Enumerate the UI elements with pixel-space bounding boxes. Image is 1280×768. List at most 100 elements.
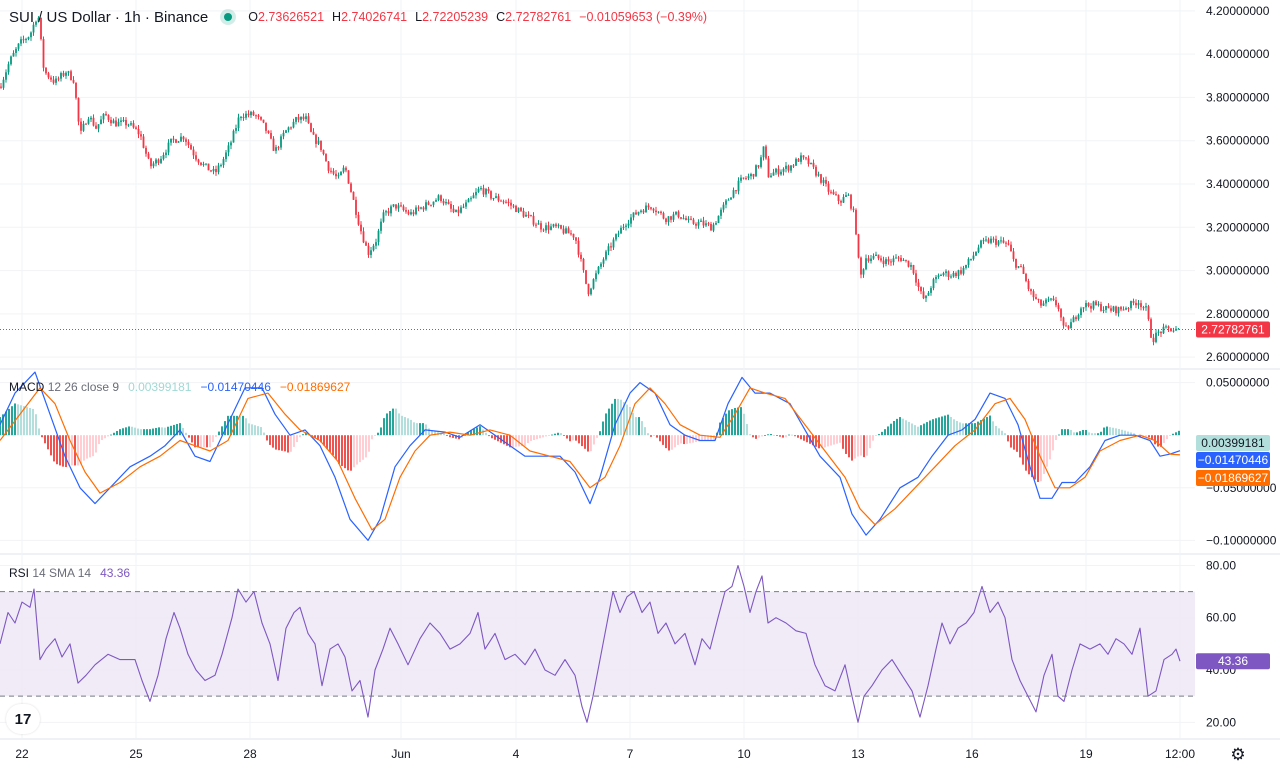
candle-body bbox=[942, 273, 945, 275]
macd-histogram-bar bbox=[1079, 431, 1081, 436]
macd-histogram-bar bbox=[386, 413, 388, 436]
candle-body bbox=[1165, 326, 1167, 328]
candle-body bbox=[847, 194, 850, 196]
macd-histogram-bar bbox=[149, 429, 151, 436]
candle-body bbox=[915, 273, 917, 283]
candle-body bbox=[745, 178, 747, 180]
macd-histogram-bar bbox=[923, 423, 925, 436]
macd-histogram-bar bbox=[1076, 432, 1078, 436]
candle-body bbox=[987, 239, 990, 243]
candle-body bbox=[367, 245, 370, 255]
candle-body bbox=[772, 172, 775, 176]
macd-histogram-bar bbox=[254, 425, 256, 436]
candle-body bbox=[390, 206, 392, 214]
macd-histogram-bar bbox=[122, 428, 124, 436]
macd-histogram-bar bbox=[17, 404, 19, 436]
candle-body bbox=[215, 168, 217, 173]
candle-body bbox=[1117, 307, 1120, 314]
candle-body bbox=[112, 120, 115, 124]
macd-histogram-bar bbox=[455, 435, 457, 439]
macd-histogram-bar bbox=[377, 432, 379, 436]
candle-body bbox=[795, 158, 797, 166]
macd-histogram-bar bbox=[623, 402, 625, 436]
candle-body bbox=[462, 206, 465, 208]
candle-body bbox=[30, 32, 32, 38]
candle-body bbox=[635, 212, 637, 215]
candle-body bbox=[180, 136, 182, 142]
candle-body bbox=[490, 191, 492, 199]
macd-legend[interactable]: MACD 12 26 close 9 0.00399181 −0.0147044… bbox=[9, 380, 350, 394]
candle-body bbox=[95, 125, 97, 129]
macd-histogram-bar bbox=[53, 435, 55, 462]
macd-histogram-bar bbox=[944, 415, 946, 436]
macd-histogram-bar bbox=[428, 428, 430, 436]
candle-body bbox=[200, 162, 202, 165]
tradingview-logo-icon[interactable]: 17 bbox=[6, 704, 40, 734]
candle-body bbox=[7, 64, 10, 73]
candle-body bbox=[1017, 266, 1020, 268]
macd-histogram-bar bbox=[791, 434, 793, 436]
candle-body bbox=[240, 116, 242, 118]
macd-histogram-bar bbox=[1013, 435, 1015, 450]
rsi-value: 43.36 bbox=[100, 566, 131, 580]
candle-body bbox=[72, 80, 75, 83]
candle-body bbox=[1135, 302, 1137, 306]
candle-body bbox=[427, 202, 430, 205]
gear-icon[interactable]: ⚙ bbox=[1230, 745, 1246, 764]
macd-histogram-bar bbox=[260, 427, 262, 436]
macd-histogram-bar bbox=[986, 417, 988, 436]
candle-body bbox=[57, 78, 60, 80]
symbol-title[interactable]: SUI / US Dollar · 1h · Binance bbox=[9, 8, 209, 26]
macd-histogram-bar bbox=[707, 435, 709, 441]
macd-histogram-bar bbox=[152, 428, 154, 436]
candle-body bbox=[502, 201, 505, 203]
macd-histogram-bar bbox=[929, 420, 931, 436]
macd-histogram-bar bbox=[545, 435, 547, 437]
candle-body bbox=[40, 17, 42, 40]
candle-body bbox=[435, 200, 437, 202]
candle-body bbox=[317, 140, 320, 144]
time-tick-label: 10 bbox=[737, 747, 751, 761]
candle-body bbox=[1050, 298, 1052, 300]
candle-body bbox=[432, 201, 435, 205]
candle-body bbox=[1035, 297, 1037, 299]
candle-body bbox=[372, 245, 375, 251]
time-tick-label: 28 bbox=[243, 747, 257, 761]
macd-histogram-bar bbox=[71, 435, 73, 466]
macd-histogram-bar bbox=[338, 435, 340, 464]
candle-body bbox=[475, 191, 477, 196]
candle-body bbox=[760, 157, 762, 167]
macd-histogram-bar bbox=[443, 433, 445, 436]
candle-body bbox=[220, 165, 222, 167]
macd-histogram-bar bbox=[956, 421, 958, 436]
candle-body bbox=[610, 246, 612, 248]
macd-histogram-bar bbox=[890, 423, 892, 436]
candle-body bbox=[597, 266, 600, 274]
candle-body bbox=[440, 195, 442, 202]
candle-body bbox=[1040, 299, 1042, 306]
candle-body bbox=[785, 165, 787, 169]
candle-body bbox=[765, 146, 767, 159]
candle-body bbox=[265, 122, 267, 131]
macd-histogram-bar bbox=[128, 426, 130, 436]
candle-body bbox=[397, 205, 400, 209]
macd-histogram-bar bbox=[1046, 435, 1048, 467]
macd-histogram-bar bbox=[587, 435, 589, 452]
candle-body bbox=[172, 138, 175, 140]
candle-body bbox=[1087, 302, 1090, 307]
macd-histogram-bar bbox=[281, 435, 283, 451]
macd-histogram-bar bbox=[536, 435, 538, 440]
candle-body bbox=[862, 269, 865, 275]
macd-histogram-bar bbox=[794, 435, 796, 437]
rsi-legend[interactable]: RSI 14 SMA 14 43.36 bbox=[9, 566, 130, 580]
macd-histogram-bar bbox=[272, 435, 274, 448]
macd-histogram-bar bbox=[533, 435, 535, 441]
macd-histogram-bar bbox=[392, 408, 394, 436]
macd-histogram-bar bbox=[902, 418, 904, 436]
macd-histogram-bar bbox=[1145, 435, 1147, 438]
macd-histogram-bar bbox=[512, 435, 514, 447]
candle-body bbox=[32, 24, 35, 33]
macd-histogram-bar bbox=[368, 435, 370, 452]
candle-body bbox=[940, 274, 942, 276]
